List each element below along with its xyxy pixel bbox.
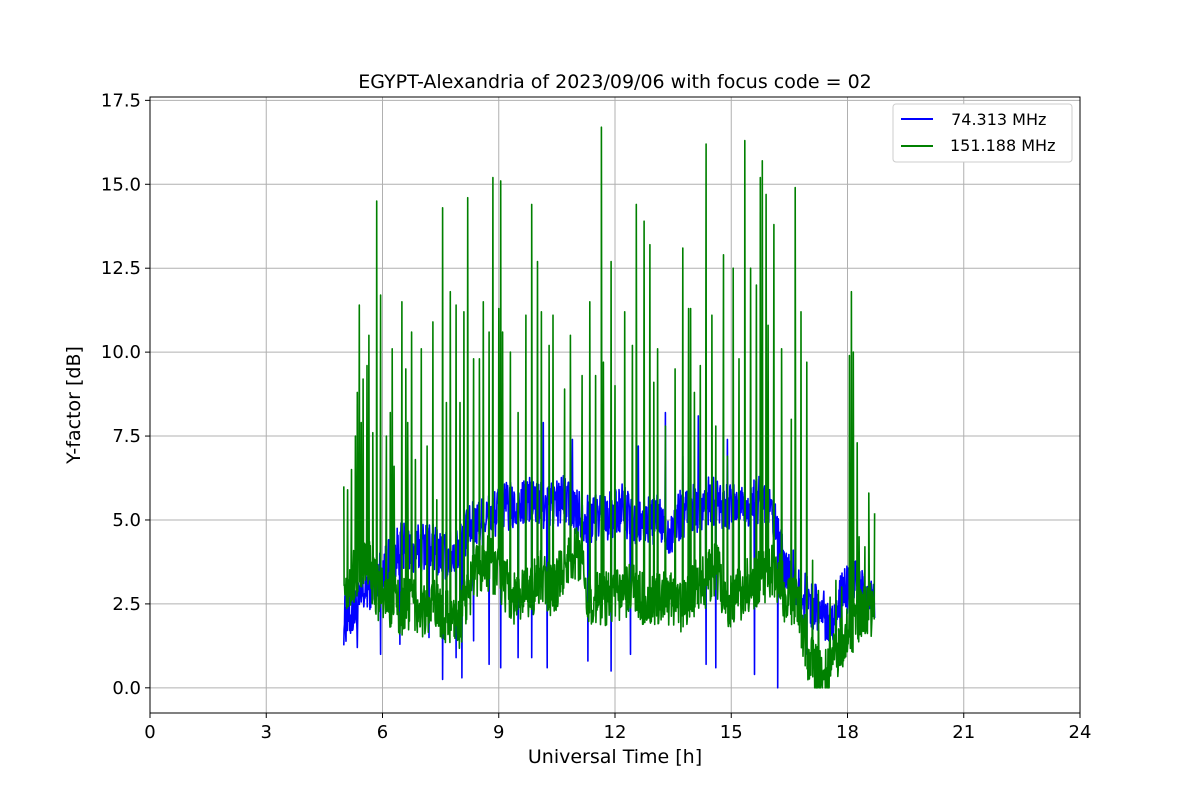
legend: 74.313 MHz 151.188 MHz xyxy=(892,103,1073,163)
chart-title: EGYPT-Alexandria of 2023/09/06 with focu… xyxy=(358,71,872,93)
y-tick-label: 15.0 xyxy=(101,174,141,195)
x-tick-label: 21 xyxy=(952,722,975,743)
x-tick-label: 6 xyxy=(377,722,388,743)
legend-label-74-mhz: 74.313 MHz xyxy=(946,110,1046,129)
y-tick-label: 0.0 xyxy=(112,678,141,699)
legend-box xyxy=(892,103,1073,163)
x-tick-label: 0 xyxy=(144,722,155,743)
x-tick-label: 9 xyxy=(493,722,504,743)
y-tick-label: 5.0 xyxy=(112,510,141,531)
x-axis-label: Universal Time [h] xyxy=(528,746,702,768)
series-layer xyxy=(343,126,876,689)
ticks: 0 3 6 9 12 15 18 21 24 0.0 2.5 5.0 7.5 10.0 12.5 15.0 17… xyxy=(101,90,1092,743)
y-tick-label: 2.5 xyxy=(112,594,141,615)
x-tick-label: 15 xyxy=(720,722,743,743)
series-151-mhz-line xyxy=(343,126,876,689)
y-tick-label: 12.5 xyxy=(101,258,141,279)
y-tick-label: 10.0 xyxy=(101,342,141,363)
x-tick-label: 24 xyxy=(1069,722,1092,743)
x-tick-label: 3 xyxy=(261,722,272,743)
legend-label-151-mhz: 151.188 MHz xyxy=(950,136,1055,155)
x-tick-label: 18 xyxy=(836,722,859,743)
y-tick-label: 17.5 xyxy=(101,90,141,111)
x-tick-label: 12 xyxy=(604,722,627,743)
y-tick-label: 7.5 xyxy=(112,426,141,447)
y-axis-label: Y-factor [dB] xyxy=(63,346,85,465)
